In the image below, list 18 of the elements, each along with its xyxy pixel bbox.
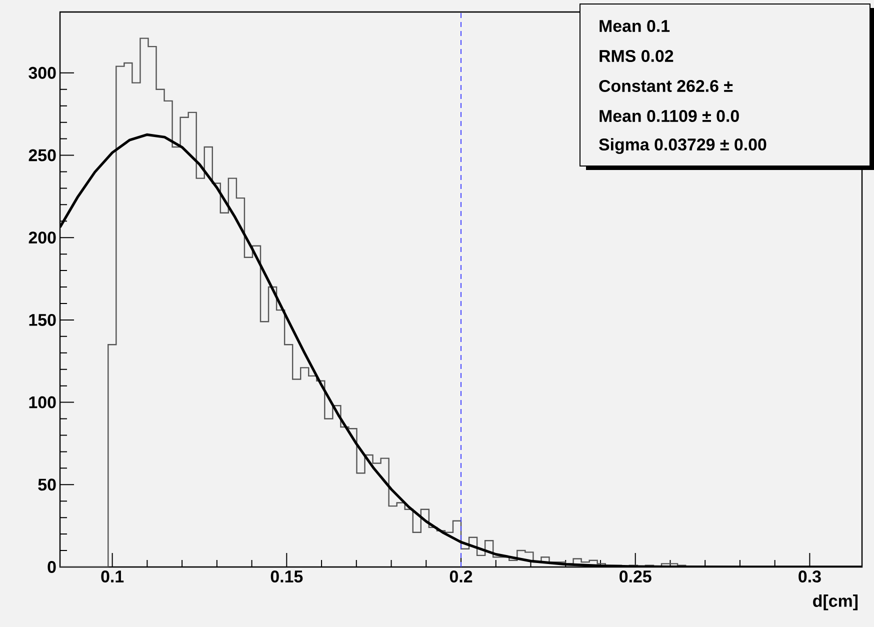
annotation: Sigma 0.03729 ± 0.00 bbox=[599, 138, 766, 154]
x-tick-label: 0.2 bbox=[450, 570, 472, 582]
x-tick-label: 0.25 bbox=[620, 570, 652, 582]
x-axis-title: d[cm] bbox=[813, 594, 858, 610]
annotation: Constant 262.6 ± bbox=[599, 80, 733, 92]
y-tick-label: 200 bbox=[28, 232, 56, 244]
y-tick-label: 50 bbox=[38, 478, 56, 491]
y-tick-label: 250 bbox=[28, 149, 56, 162]
y-tick-label: 100 bbox=[29, 396, 56, 408]
annotation: RMS 0.02 bbox=[600, 50, 674, 62]
x-tick-label: 0.15 bbox=[270, 570, 303, 582]
y-tick-label: 0 bbox=[48, 560, 56, 573]
y-tick-label: 300 bbox=[28, 66, 56, 79]
annotation: Mean 0.1109 ± 0.0 bbox=[600, 110, 739, 122]
x-tick-label: 0.1 bbox=[101, 570, 124, 582]
annotation: Mean 0.1 bbox=[600, 20, 670, 32]
y-tick-label: 150 bbox=[29, 314, 56, 326]
x-tick-label: 0.3 bbox=[798, 570, 821, 583]
